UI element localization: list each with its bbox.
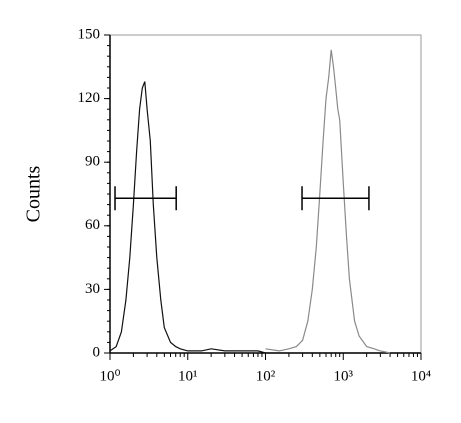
y-tick-label: 150: [78, 26, 101, 42]
x-tick-label: 10³: [334, 368, 354, 384]
y-tick-label: 120: [78, 90, 101, 106]
x-tick-label: 10²: [256, 368, 276, 384]
y-axis-label: Counts: [23, 165, 45, 222]
y-tick-label: 60: [85, 217, 100, 233]
x-tick-label: 10⁰: [99, 368, 120, 384]
x-tick-label: 10¹: [178, 368, 198, 384]
plot-frame: [109, 34, 422, 354]
x-tick-label: 10⁴: [411, 368, 431, 384]
y-tick-label: 0: [93, 344, 101, 360]
y-tick-label: 30: [85, 281, 100, 297]
y-tick-label: 90: [85, 154, 100, 170]
histogram-curve: [265, 49, 391, 354]
histogram-curve: [109, 81, 421, 354]
